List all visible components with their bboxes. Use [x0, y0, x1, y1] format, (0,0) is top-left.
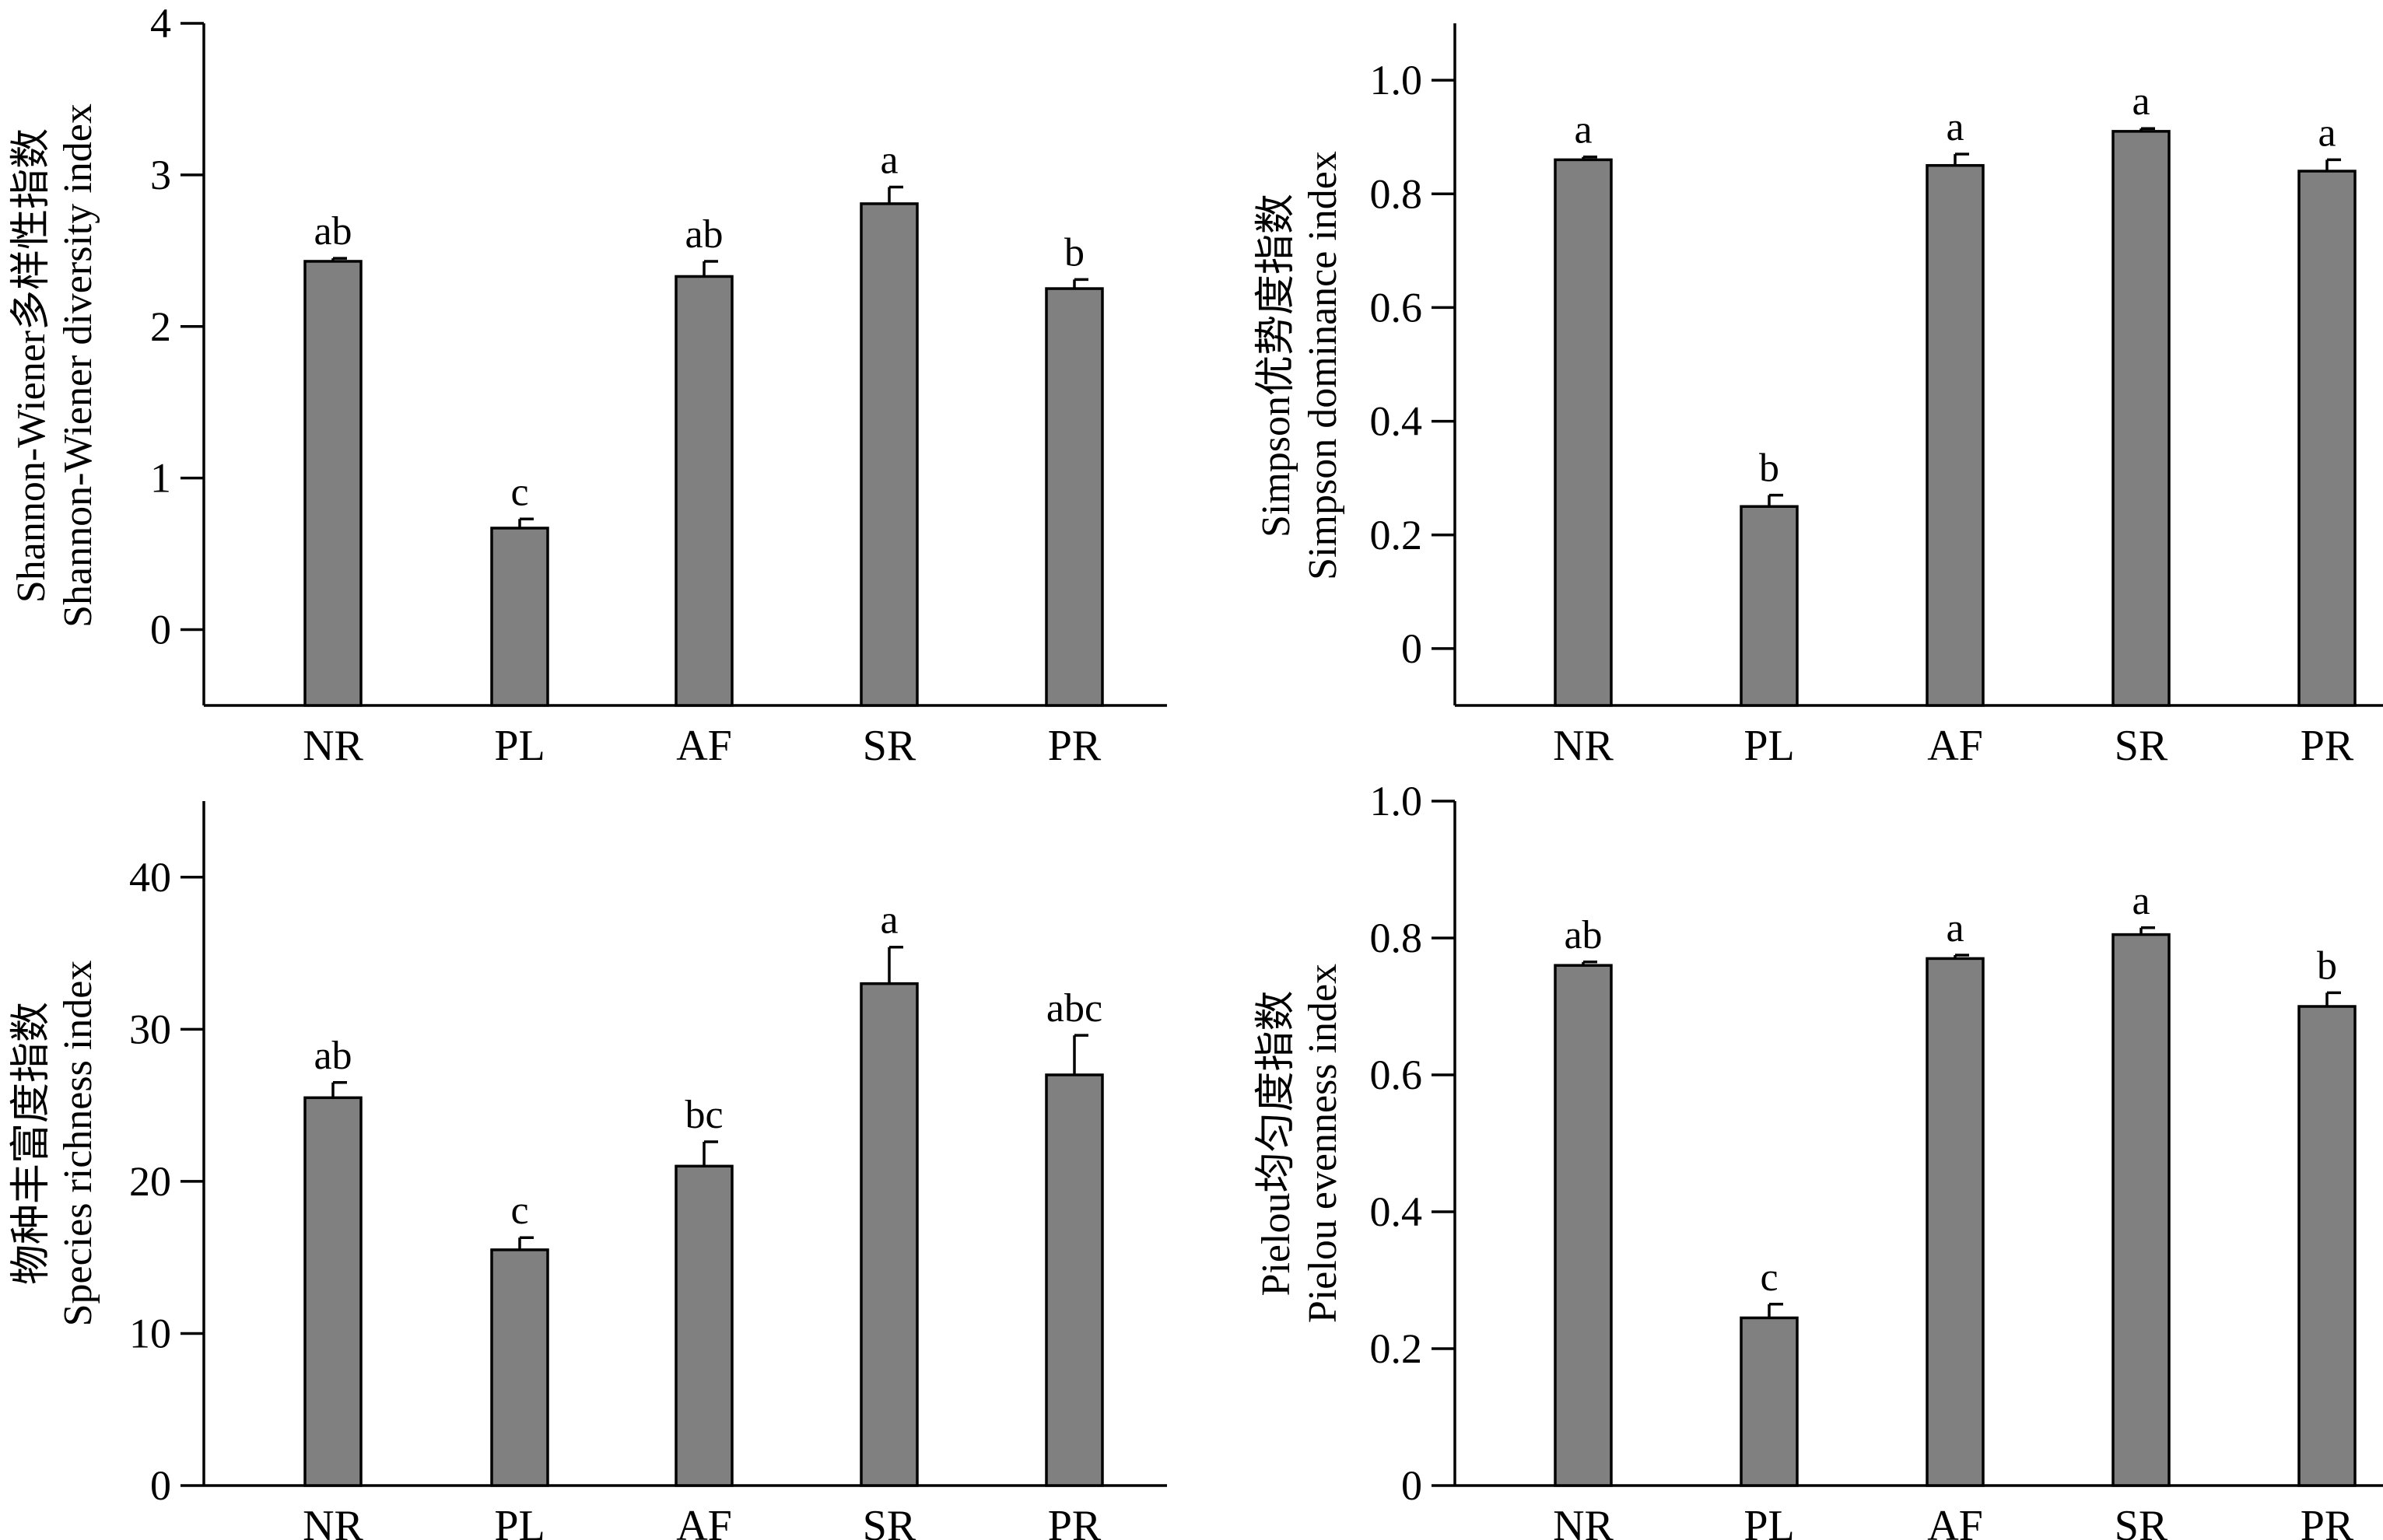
- y-tick-label: 0.6: [1370, 284, 1423, 331]
- significance-letter: ab: [1564, 913, 1602, 957]
- y-tick-label: 1: [150, 455, 171, 502]
- significance-letter: abc: [1046, 986, 1102, 1031]
- y-tick-label: 4: [150, 0, 171, 47]
- significance-letter: c: [1760, 1255, 1778, 1300]
- bar-sr: [860, 202, 919, 707]
- x-category-label: AF: [676, 722, 732, 770]
- y-tick-label: 40: [129, 854, 171, 901]
- x-category-label: PL: [1743, 1502, 1794, 1540]
- y-axis-label-chinese: Pielou均匀度指数: [1254, 991, 1298, 1297]
- y-axis-label-english: Simpson dominance index: [1301, 151, 1345, 580]
- significance-letter: ab: [685, 212, 723, 257]
- bar-pl: [490, 527, 549, 707]
- y-tick-label: 0.2: [1370, 1325, 1423, 1372]
- x-category-label: PR: [1048, 722, 1102, 770]
- y-tick-label: 1.0: [1370, 778, 1423, 824]
- significance-letter: b: [2317, 943, 2337, 988]
- y-tick-label: 30: [129, 1006, 171, 1052]
- bar-af: [1926, 957, 1985, 1487]
- significance-letter: b: [1759, 446, 1779, 491]
- y-tick-label: 1.0: [1370, 57, 1423, 103]
- significance-letter: a: [880, 898, 898, 943]
- x-category-label: PR: [2301, 722, 2354, 770]
- bar-pr: [1045, 287, 1104, 707]
- x-category-label: AF: [676, 1502, 732, 1540]
- bar-nr: [1554, 158, 1613, 707]
- x-category-label: NR: [303, 722, 363, 770]
- panel-shannon-diversity: 0 1 2 3 4 Shannon-Wiener多样性指数 Shannon-Wiener d…: [9, 0, 1167, 770]
- y-tick-label: 0.8: [1370, 170, 1423, 217]
- y-tick-label: 3: [150, 152, 171, 198]
- significance-letter: a: [2132, 879, 2150, 923]
- y-axis-label-chinese: Simpson优势度指数: [1254, 194, 1298, 537]
- x-category-label: AF: [1927, 1502, 1983, 1540]
- x-category-label: PL: [1743, 722, 1794, 770]
- x-category-label: NR: [1553, 1502, 1614, 1540]
- significance-letter: a: [880, 138, 898, 182]
- bar-pr: [2297, 170, 2357, 707]
- y-axis-label-english: Pielou evenness index: [1301, 964, 1345, 1323]
- y-tick-label: 0.8: [1370, 915, 1423, 961]
- significance-letter: bc: [685, 1093, 723, 1137]
- bar-af: [1926, 163, 1985, 707]
- panel-pielou-evenness: 0 0.2 0.4 0.6 0.8 1.0 Pielou均匀度指数 Pielou evenne…: [1254, 778, 2383, 1540]
- bar-sr: [2111, 933, 2171, 1487]
- x-category-label: SR: [2115, 722, 2168, 770]
- y-tick-label: 0.6: [1370, 1052, 1423, 1098]
- y-tick-label: 0.4: [1370, 398, 1423, 445]
- x-category-label: PL: [494, 722, 545, 770]
- bar-af: [675, 1164, 734, 1487]
- y-axis-label-english: Species richness index: [56, 961, 100, 1327]
- bar-pl: [1740, 1316, 1799, 1487]
- bar-pl: [490, 1248, 549, 1487]
- significance-letter: c: [510, 1188, 528, 1233]
- bar-sr: [860, 982, 919, 1487]
- x-category-label: SR: [863, 722, 916, 770]
- y-tick-label: 0: [150, 1462, 171, 1509]
- y-axis-label-chinese: Shannon-Wiener多样性指数: [9, 128, 54, 603]
- panel-simpson-dominance: 0 0.2 0.4 0.6 0.8 1.0 Simpson优势度指数 Simpson domi…: [1254, 23, 2383, 770]
- y-tick-label: 0: [1401, 625, 1422, 672]
- x-category-label: SR: [2115, 1502, 2168, 1540]
- significance-letter: ab: [314, 1034, 352, 1078]
- x-category-label: PL: [494, 1502, 545, 1540]
- bar-af: [675, 275, 734, 707]
- bar-pr: [2297, 1005, 2357, 1487]
- x-category-label: SR: [863, 1502, 916, 1540]
- significance-letter: a: [2318, 110, 2336, 155]
- significance-letter: a: [2132, 79, 2150, 124]
- bar-pl: [1740, 505, 1799, 707]
- x-category-label: PR: [2301, 1502, 2354, 1540]
- significance-letter: a: [1946, 906, 1964, 950]
- y-tick-label: 0: [1401, 1462, 1422, 1509]
- bar-nr: [1554, 964, 1613, 1487]
- y-tick-label: 0: [150, 607, 171, 653]
- bar-pr: [1045, 1073, 1104, 1487]
- significance-letter: a: [1574, 108, 1592, 152]
- significance-letter: a: [1946, 105, 1964, 149]
- bar-nr: [303, 1096, 363, 1487]
- y-tick-label: 0.4: [1370, 1188, 1423, 1235]
- bar-nr: [303, 260, 363, 707]
- significance-letter: b: [1064, 230, 1085, 275]
- y-axis-label-english: Shannon-Wiener diversity index: [56, 103, 100, 628]
- x-category-label: AF: [1927, 722, 1983, 770]
- bar-sr: [2111, 130, 2171, 707]
- significance-letter: ab: [314, 209, 352, 254]
- x-category-label: NR: [1553, 722, 1614, 770]
- x-category-label: PR: [1048, 1502, 1102, 1540]
- y-tick-label: 10: [129, 1310, 171, 1356]
- y-tick-label: 20: [129, 1158, 171, 1205]
- y-tick-label: 0.2: [1370, 512, 1423, 558]
- y-axis-label-chinese: 物种丰富度指数: [9, 1002, 54, 1285]
- significance-letter: c: [510, 470, 528, 514]
- y-tick-label: 2: [150, 303, 171, 350]
- x-category-label: NR: [303, 1502, 363, 1540]
